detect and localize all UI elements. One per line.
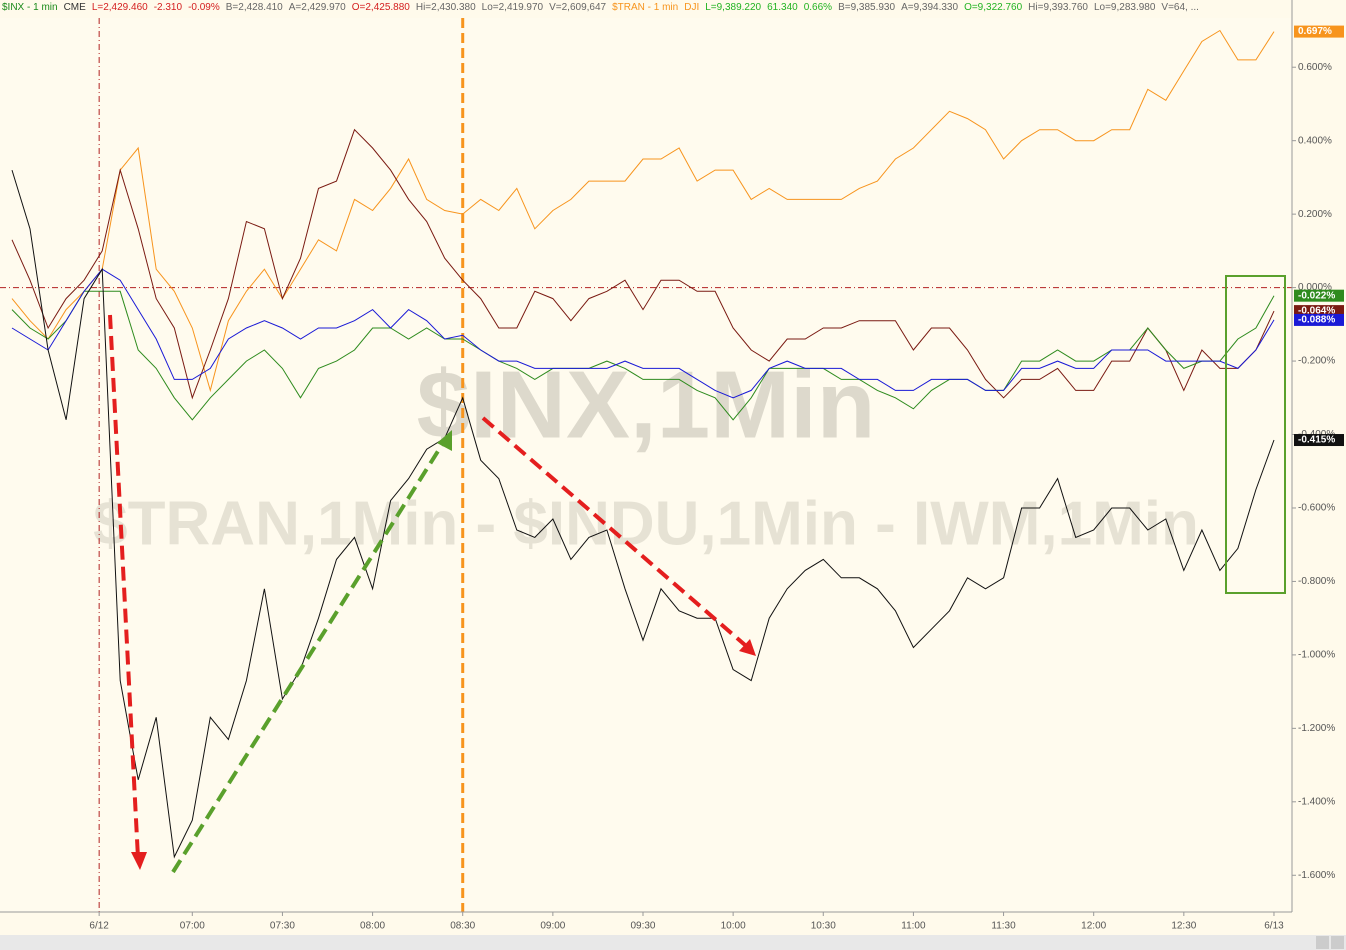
series-line <box>11 29 1275 393</box>
end-label: -0.415% <box>1298 435 1335 446</box>
plot-area <box>0 18 1292 912</box>
scrollbar <box>0 935 1346 950</box>
annotations <box>108 275 1286 874</box>
header-item: $INX - 1 min <box>2 2 58 13</box>
header-item: -0.09% <box>188 2 220 13</box>
header-item: 0.66% <box>803 2 833 13</box>
end-label: -0.088% <box>1298 315 1335 326</box>
x-tick-label: 08:00 <box>360 921 385 932</box>
header: $INX - 1 min CME L=2,429.460 -2.310 -0.09% B=… <box>2 1 1292 15</box>
header-item: Hi=9,393.760 <box>1028 2 1088 13</box>
arrow <box>171 438 447 874</box>
x-tick-label: 10:30 <box>811 921 836 932</box>
header-item: V=2,609,647 <box>549 2 607 13</box>
end-label-box <box>1294 289 1344 302</box>
highlight-box <box>1225 275 1286 594</box>
scroll-button[interactable] <box>1331 936 1344 949</box>
header-item: Lo=9,283.980 <box>1093 2 1156 13</box>
series-line <box>11 128 1275 400</box>
x-tick-label: 11:00 <box>901 921 926 932</box>
series-line <box>11 268 1275 399</box>
x-tick-label: 09:00 <box>540 921 565 932</box>
header-item: B=9,385.930 <box>838 2 896 13</box>
arrow-head <box>437 430 452 451</box>
y-tick-label: -0.200% <box>1298 356 1335 367</box>
y-tick-label: -0.600% <box>1298 503 1335 514</box>
watermark: $TRAN,1Min - $INDU,1Min - IWM,1Min <box>93 489 1199 558</box>
header-item: A=2,429.970 <box>288 2 346 13</box>
x-tick-label: 07:30 <box>270 921 295 932</box>
end-label: -0.064% <box>1298 306 1335 317</box>
x-tick-label: 6/12 <box>89 921 109 932</box>
header-item: $TRAN - 1 min <box>612 2 679 13</box>
arrow-head <box>131 852 147 870</box>
y-tick-label: -1.600% <box>1298 870 1335 881</box>
arrow-head <box>739 639 756 656</box>
header-item: Lo=2,419.970 <box>481 2 544 13</box>
x-tick-label: 11:30 <box>991 921 1016 932</box>
watermark: $INX,1Min <box>417 351 876 458</box>
series-line <box>11 290 1275 421</box>
header-item: L=2,429.460 <box>91 2 148 13</box>
header-item: L=9,389.220 <box>705 2 762 13</box>
header-item: B=2,428.410 <box>225 2 283 13</box>
header-item: -2.310 <box>153 2 183 13</box>
end-label-box <box>1294 434 1344 447</box>
y-tick-label: 0.400% <box>1298 135 1332 146</box>
y-tick-label: 0.600% <box>1298 62 1332 73</box>
header-item: Hi=2,430.380 <box>415 2 476 13</box>
scroll-button[interactable] <box>1316 936 1329 949</box>
y-tick-label: 0.000% <box>1298 282 1332 293</box>
header-item: O=9,322.760 <box>964 2 1023 13</box>
header-item: V=64, ... <box>1161 2 1199 13</box>
series-line <box>11 169 1275 859</box>
header-item: CME <box>63 2 86 13</box>
header-item: DJI <box>684 2 700 13</box>
arrow <box>481 416 747 647</box>
x-tick-label: 09:30 <box>630 921 655 932</box>
y-tick-label: -0.800% <box>1298 576 1335 587</box>
x-tick-label: 08:30 <box>450 921 475 932</box>
arrow <box>108 314 140 859</box>
header-item: 61.340 <box>767 2 798 13</box>
x-tick-label: 12:00 <box>1081 921 1106 932</box>
x-tick-label: 6/13 <box>1264 921 1284 932</box>
y-tick-label: 0.200% <box>1298 209 1332 220</box>
x-tick-label: 07:00 <box>180 921 205 932</box>
x-tick-label: 12:30 <box>1171 921 1196 932</box>
end-label: 0.697% <box>1298 26 1332 37</box>
x-tick-label: 10:00 <box>721 921 746 932</box>
y-tick-label: -1.200% <box>1298 723 1335 734</box>
header-item: O=2,425.880 <box>351 2 410 13</box>
end-label: -0.022% <box>1298 290 1335 301</box>
y-tick-label: -1.400% <box>1298 796 1335 807</box>
end-label-box <box>1294 25 1344 38</box>
end-label-box <box>1294 313 1344 326</box>
header-item: A=9,394.330 <box>901 2 959 13</box>
y-tick-label: -1.000% <box>1298 650 1335 661</box>
